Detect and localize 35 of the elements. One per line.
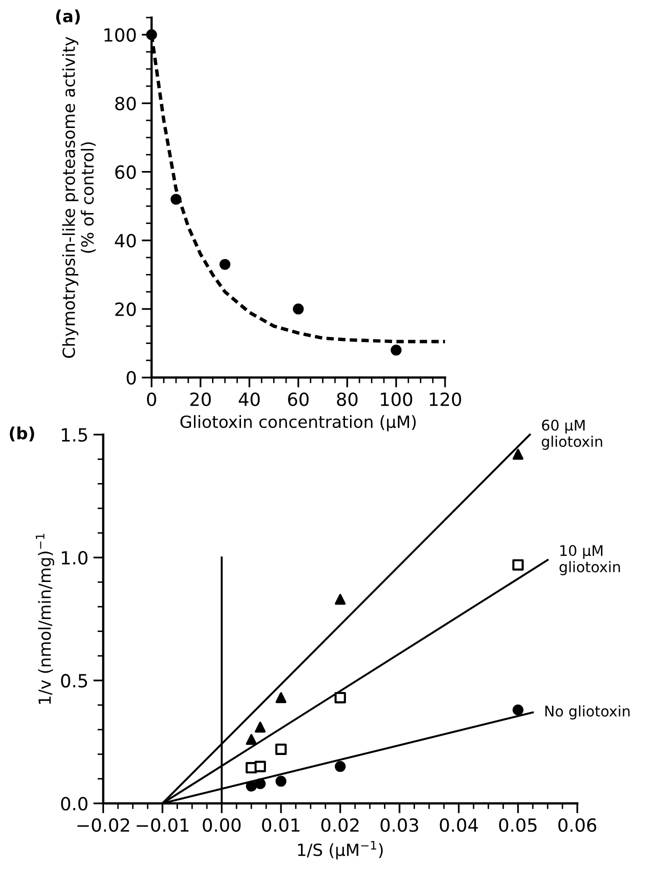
y-axis-title: Chymotrypsin-like proteasome activity (% of control): [62, 36, 96, 358]
x-tick-label: −0.01: [136, 818, 188, 832]
x-tick-label: 120: [430, 392, 462, 406]
y-axis-title: 1/v (nmol/min/mg)$^{−1}$: [36, 534, 54, 704]
x-tick-label: −0.02: [77, 818, 130, 832]
y-tick-label: 1.0: [62, 550, 88, 565]
x-tick-label: 0.03: [380, 818, 418, 832]
series-label: 60 µM gliotoxin: [542, 420, 602, 450]
x-axis-title: 1/S (µM$^{−1}$): [298, 840, 383, 860]
y-tick-label: 60: [115, 165, 136, 179]
x-tick-label: 0.05: [499, 818, 537, 832]
x-tick-label: 0.02: [321, 818, 359, 832]
series-label: 10 µM gliotoxin: [560, 545, 620, 576]
text: (a): [56, 10, 80, 24]
y-tick-label: 100: [104, 28, 136, 42]
x-tick-label: 0: [147, 392, 156, 406]
y-tick-label: 0: [126, 371, 136, 385]
x-axis-title: Gliotoxin concentration (µM): [180, 415, 416, 432]
series-label: No gliotoxin: [545, 705, 630, 720]
x-tick-label: 60: [288, 392, 309, 406]
x-tick-label: 40: [238, 392, 260, 406]
y-tick-label: 0.5: [61, 674, 88, 688]
x-tick-label: 0.00: [202, 818, 241, 832]
x-tick-label: 80: [336, 392, 358, 406]
y-tick-label: 40: [114, 234, 136, 248]
x-tick-label: 100: [380, 392, 412, 406]
x-tick-label: 0.06: [558, 818, 596, 832]
y-tick-label: 80: [115, 96, 136, 110]
y-tick-label: 20: [115, 302, 136, 316]
y-tick-label: 1.5: [62, 428, 88, 442]
x-tick-label: 0.04: [440, 818, 478, 832]
y-tick-label: 0.0: [61, 796, 88, 810]
x-tick-label: 20: [190, 392, 211, 406]
x-tick-label: 0.01: [262, 818, 300, 832]
text: (b): [10, 426, 34, 442]
